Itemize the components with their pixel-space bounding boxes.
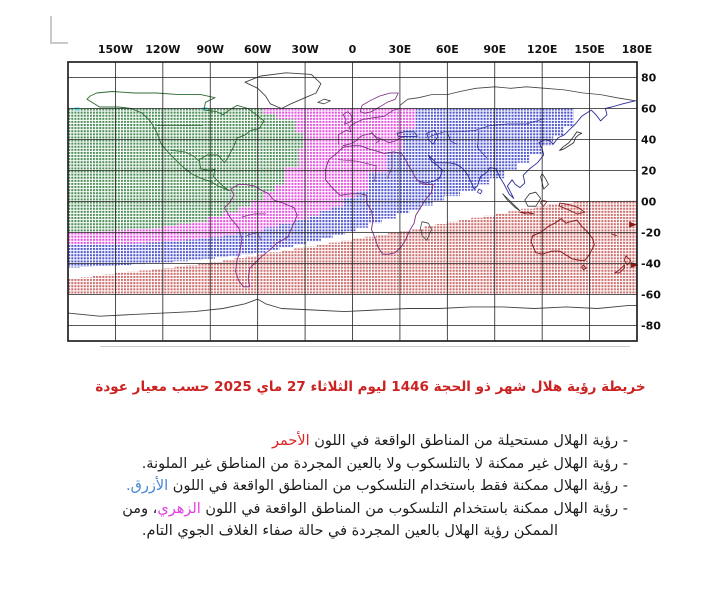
lon-label: 90W	[197, 43, 224, 56]
lon-label: 60E	[436, 43, 459, 56]
map-caption-title: خريطة رؤية هلال شهر ذو الحجة 1446 ليوم ا…	[95, 379, 646, 395]
lat-label: 80	[641, 72, 657, 85]
legend-segment: - رؤية الهلال مستحيلة من المناطق الواقعة…	[309, 433, 628, 449]
lon-label: 120E	[527, 43, 557, 56]
lon-label: 30W	[291, 43, 318, 56]
legend-segment: - رؤية الهلال ممكنة باستخدام التلسكوب من…	[200, 500, 628, 517]
cropped-ui-corner	[50, 16, 68, 44]
legend-segment: - رؤية الهلال غير ممكنة لا بالتلسكوب ولا…	[141, 455, 628, 472]
lat-label: -80	[641, 320, 661, 333]
legend-color-word: الأزرق.	[126, 478, 169, 495]
legend-segment: الممكن رؤية الهلال بالعين المجردة في حال…	[141, 523, 558, 540]
lon-label: 150W	[98, 43, 133, 56]
lon-label: 60W	[244, 43, 271, 56]
axis-labels: 150W 120W 90W 60W 30W 0 30E 60E 90E 120E 150E 180E 8…	[98, 43, 661, 333]
legend-line: - رؤية الهلال غير ممكنة لا بالتلسكوب ولا…	[66, 453, 628, 476]
lat-label: 40	[641, 134, 657, 147]
moon-visibility-map: 150W 120W 90W 60W 30W 0 30E 60E 90E 120E 150E 180E 8…	[67, 43, 661, 347]
legend-color-word: الزهري	[157, 500, 201, 517]
lat-label: -60	[641, 289, 661, 302]
lon-label: 90E	[483, 43, 506, 56]
map-frame	[67, 61, 638, 347]
legend-segment: ، ومن	[122, 500, 158, 517]
legend-segment: - رؤية الهلال ممكنة فقط باستخدام التلسكو…	[168, 478, 628, 495]
lon-label: 120W	[145, 43, 180, 56]
lon-label: 30E	[389, 43, 412, 56]
lat-label: -20	[641, 227, 661, 240]
legend-color-word: الأحمر	[271, 433, 310, 449]
legend-line: - رؤية الهلال ممكنة باستخدام التلسكوب من…	[66, 498, 628, 521]
lat-label: 00	[641, 196, 657, 209]
lon-label: 150E	[574, 43, 604, 56]
legend-line: الممكن رؤية الهلال بالعين المجردة في حال…	[66, 520, 558, 543]
legend-line: - رؤية الهلال ممكنة فقط باستخدام التلسكو…	[66, 475, 628, 498]
lon-label: 180E	[622, 43, 652, 56]
lon-label: 0	[349, 43, 357, 56]
lat-label: 60	[641, 103, 657, 116]
lat-label: 20	[641, 165, 657, 178]
lat-label: -40	[641, 258, 661, 271]
legend-line: - رؤية الهلال مستحيلة من المناطق الواقعة…	[66, 430, 628, 453]
legend-text: - رؤية الهلال مستحيلة من المناطق الواقعة…	[66, 430, 628, 543]
map-grid	[68, 62, 638, 341]
